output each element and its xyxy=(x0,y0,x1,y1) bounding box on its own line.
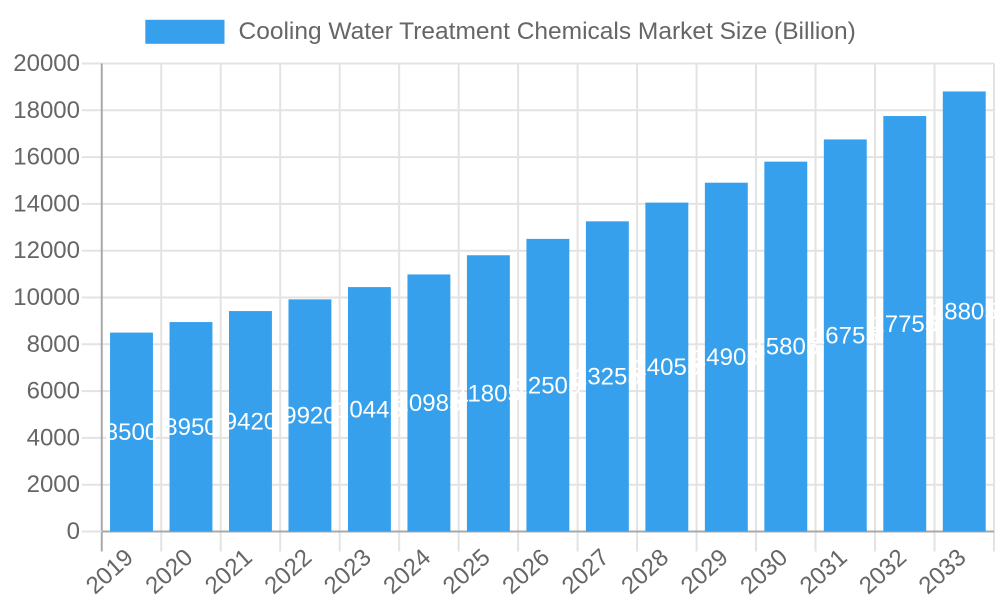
svg-text:8500: 8500 xyxy=(105,419,158,446)
svg-text:16755: 16755 xyxy=(812,323,879,350)
svg-text:6000: 6000 xyxy=(27,378,80,405)
svg-text:20000: 20000 xyxy=(13,50,80,77)
svg-text:16000: 16000 xyxy=(13,144,80,171)
svg-text:17755: 17755 xyxy=(871,311,938,338)
svg-text:14000: 14000 xyxy=(13,190,80,217)
svg-text:9920: 9920 xyxy=(283,403,336,430)
svg-text:15805: 15805 xyxy=(752,334,819,361)
svg-text:9420: 9420 xyxy=(224,408,277,435)
svg-text:14055: 14055 xyxy=(633,354,700,381)
svg-text:4000: 4000 xyxy=(27,424,80,451)
svg-text:13255: 13255 xyxy=(574,364,641,391)
svg-text:8950: 8950 xyxy=(164,414,217,441)
svg-text:11805: 11805 xyxy=(456,380,521,407)
svg-text:10985: 10985 xyxy=(396,390,463,417)
svg-text:10445: 10445 xyxy=(336,396,403,423)
svg-text:12000: 12000 xyxy=(13,237,80,264)
svg-text:10000: 10000 xyxy=(13,284,80,311)
svg-text:8000: 8000 xyxy=(27,331,80,358)
svg-text:12505: 12505 xyxy=(515,372,582,399)
svg-text:Cooling Water Treatment Chemic: Cooling Water Treatment Chemicals Market… xyxy=(239,18,856,45)
svg-text:2000: 2000 xyxy=(27,471,80,498)
svg-text:14905: 14905 xyxy=(693,344,760,371)
svg-text:18000: 18000 xyxy=(13,97,80,124)
svg-text:0: 0 xyxy=(67,518,80,545)
svg-text:18805: 18805 xyxy=(931,299,998,326)
